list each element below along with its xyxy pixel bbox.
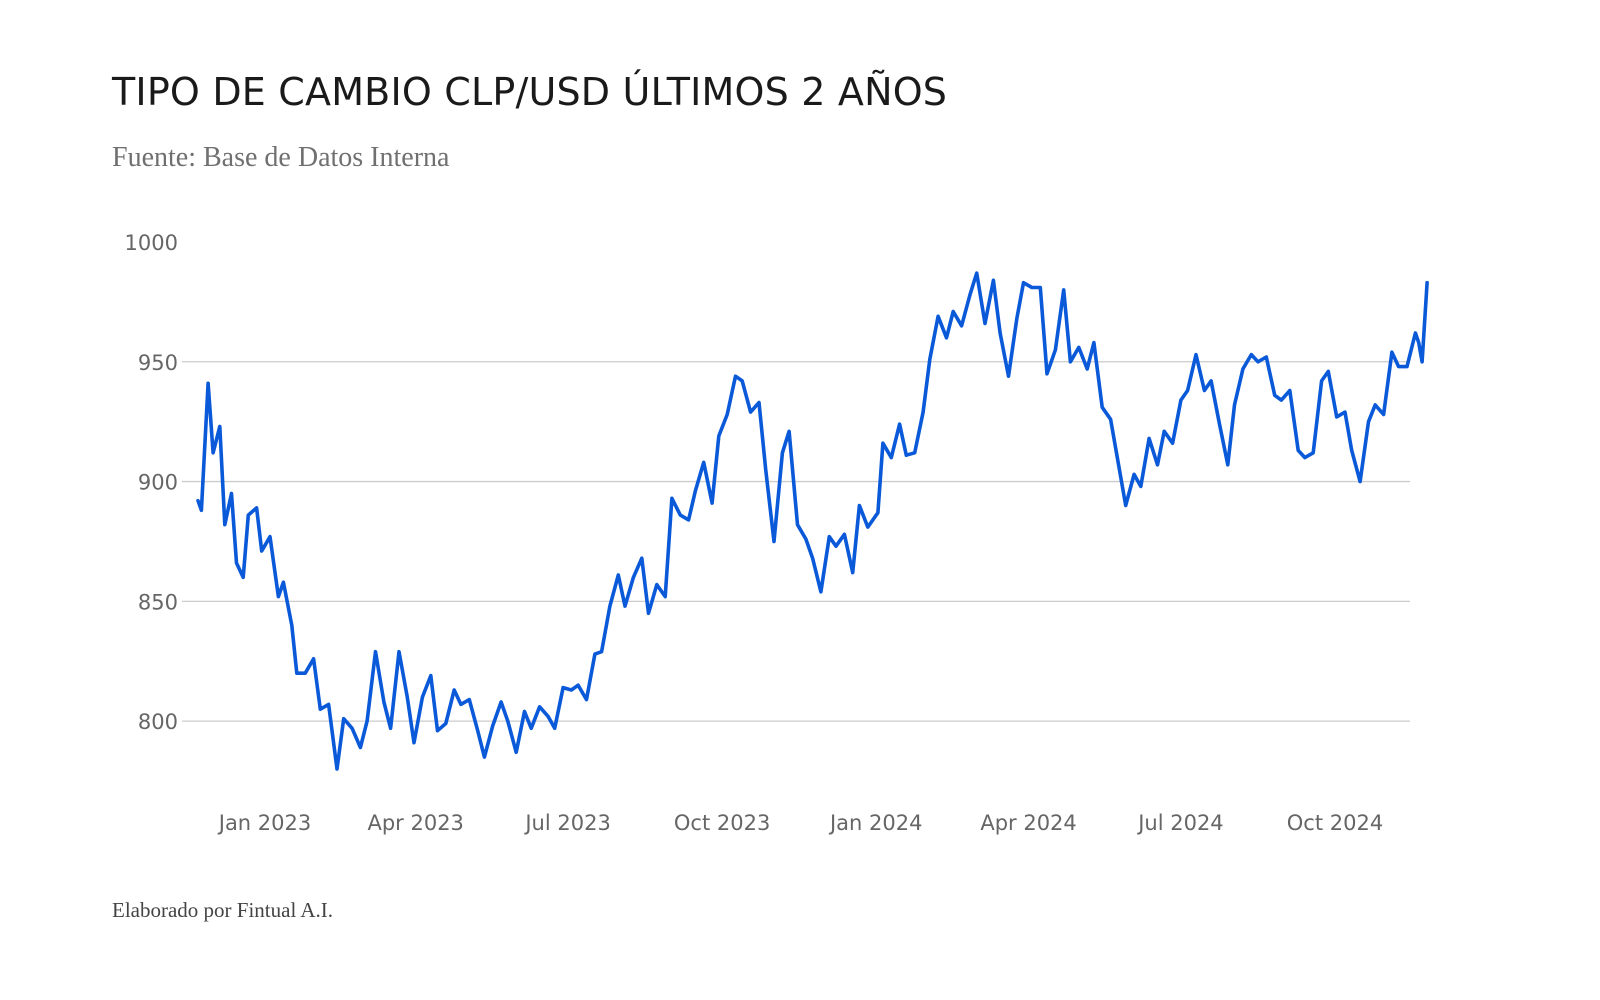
series-line — [196, 271, 1429, 771]
chart-title: TIPO DE CAMBIO CLP/USD ÚLTIMOS 2 AÑOS — [112, 70, 948, 114]
y-tick-label: 950 — [138, 351, 178, 375]
footer-credit: Elaborado por Fintual A.I. — [112, 898, 334, 922]
x-tick-label: Apr 2023 — [367, 811, 463, 835]
y-tick-label: 900 — [138, 471, 178, 495]
y-axis-labels: 800 850 900 950 1000 — [125, 231, 178, 734]
x-tick-label: Jan 2024 — [828, 811, 923, 835]
x-tick-label: Jan 2023 — [217, 811, 312, 835]
x-tick-label: Oct 2023 — [674, 811, 770, 835]
y-tick-label: 800 — [138, 710, 178, 734]
series-layer — [196, 271, 1429, 771]
x-tick-label: Oct 2024 — [1287, 811, 1383, 835]
x-tick-label: Jul 2023 — [523, 811, 610, 835]
x-tick-label: Apr 2024 — [980, 811, 1076, 835]
y-tick-label: 850 — [138, 590, 178, 614]
chart-subtitle: Fuente: Base de Datos Interna — [112, 142, 450, 173]
x-tick-label: Jul 2024 — [1136, 811, 1223, 835]
x-axis-labels: Jan 2023 Apr 2023 Jul 2023 Oct 2023 Jan 2024… — [217, 811, 1383, 835]
y-gridlines — [182, 361, 1410, 722]
y-tick-label: 1000 — [125, 231, 178, 255]
